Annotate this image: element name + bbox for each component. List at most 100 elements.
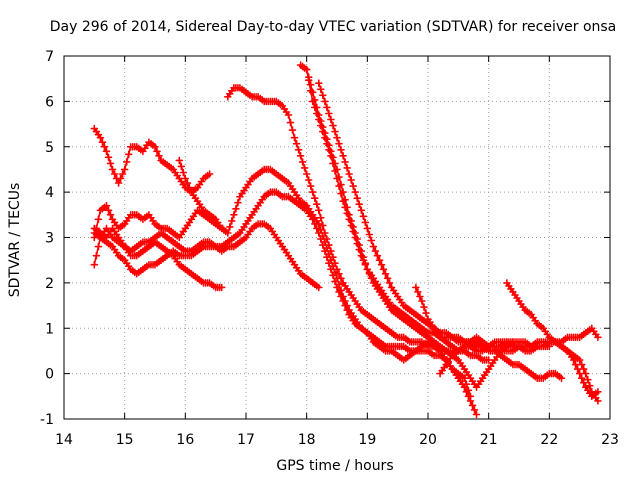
data-point-marker <box>102 201 111 210</box>
data-point-marker <box>106 159 115 168</box>
data-point-marker <box>183 179 192 187</box>
data-point-marker <box>118 170 127 178</box>
data-point-marker <box>329 121 337 130</box>
data-point-marker <box>300 164 309 172</box>
data-point-marker <box>343 301 351 310</box>
data-point-marker <box>155 152 163 160</box>
data-point-marker <box>319 123 327 131</box>
data-point-marker <box>313 224 321 233</box>
series-s13 <box>503 279 602 401</box>
data-point-marker <box>315 220 323 228</box>
data-point-marker <box>357 247 366 255</box>
y-tick-label: 1 <box>45 321 54 337</box>
data-point-marker <box>466 397 475 405</box>
x-tick-label: 18 <box>298 432 316 448</box>
data-point-marker <box>329 253 337 261</box>
data-point-marker <box>422 309 430 317</box>
x-tick-label: 14 <box>55 432 73 448</box>
data-point-marker <box>104 206 113 215</box>
data-point-marker <box>308 88 317 97</box>
data-point-marker <box>579 365 588 373</box>
data-point-marker <box>351 188 359 196</box>
data-point-marker <box>331 159 339 168</box>
data-point-marker <box>317 85 325 94</box>
data-point-marker <box>114 179 123 187</box>
series-s1 <box>90 124 214 196</box>
data-point-marker <box>288 126 297 134</box>
x-tick-label: 21 <box>480 432 498 448</box>
data-point-marker <box>351 229 359 237</box>
data-series-group <box>90 61 602 419</box>
data-point-marker <box>343 164 351 172</box>
data-point-marker <box>385 279 394 287</box>
x-axis-label: GPS time / hours <box>276 458 393 474</box>
data-point-marker <box>304 73 313 81</box>
data-point-marker <box>325 141 333 149</box>
data-point-marker <box>321 129 329 137</box>
data-point-marker <box>341 158 349 166</box>
y-tick-label: -1 <box>40 412 54 428</box>
data-point-marker <box>153 147 161 156</box>
data-point-marker <box>345 170 353 178</box>
data-point-marker <box>98 138 107 146</box>
data-point-marker <box>357 206 366 215</box>
data-point-marker <box>377 260 386 269</box>
data-point-marker <box>122 158 131 166</box>
data-point-marker <box>575 356 584 364</box>
data-point-marker <box>373 251 382 260</box>
data-point-marker <box>321 97 329 106</box>
data-point-marker <box>337 286 345 295</box>
data-point-marker <box>217 283 226 292</box>
data-point-marker <box>333 265 341 274</box>
data-point-marker <box>339 152 347 160</box>
data-point-marker <box>359 212 368 221</box>
data-point-marker <box>323 135 331 143</box>
data-point-marker <box>306 80 315 89</box>
data-point-marker <box>323 103 331 112</box>
data-point-marker <box>363 265 372 274</box>
x-axis: 14 15 16 17 18 19 20 21 22 23 <box>55 56 619 448</box>
data-point-marker <box>327 115 335 124</box>
series-line <box>227 87 551 352</box>
data-point-marker <box>92 251 101 260</box>
data-point-marker <box>335 173 343 181</box>
data-point-marker <box>349 182 357 190</box>
data-point-marker <box>290 133 299 142</box>
x-tick-label: 15 <box>116 432 134 448</box>
data-point-marker <box>185 183 194 192</box>
data-point-marker <box>333 133 341 142</box>
data-point-marker <box>302 65 311 74</box>
data-point-marker <box>102 147 111 156</box>
data-point-marker <box>177 162 186 171</box>
data-point-marker <box>462 388 471 396</box>
y-tick-label: 4 <box>45 185 54 201</box>
data-point-marker <box>90 260 99 269</box>
data-point-marker <box>361 218 370 227</box>
data-point-marker <box>468 401 477 410</box>
data-point-marker <box>321 229 329 237</box>
y-tick-label: 6 <box>45 94 54 110</box>
data-point-marker <box>341 297 349 305</box>
y-tick-label: 2 <box>45 276 54 292</box>
data-point-marker <box>571 360 580 369</box>
data-point-marker <box>313 200 321 208</box>
data-point-marker <box>345 211 353 219</box>
data-point-marker <box>230 211 238 219</box>
data-point-marker <box>302 170 311 178</box>
data-point-marker <box>284 111 293 119</box>
data-point-marker <box>313 103 321 112</box>
y-axis-label: SDTVAR / TECUs <box>7 183 23 298</box>
data-point-marker <box>363 224 372 233</box>
data-point-marker <box>569 356 578 364</box>
data-point-marker <box>294 146 303 154</box>
data-point-marker <box>224 229 232 237</box>
y-tick-label: 5 <box>45 140 54 156</box>
data-point-marker <box>416 292 424 301</box>
data-point-marker <box>341 195 349 204</box>
series-s11 <box>412 283 493 364</box>
data-point-marker <box>311 96 319 104</box>
data-point-marker <box>116 174 125 183</box>
x-tick-label: 23 <box>601 432 619 448</box>
data-point-marker <box>315 79 323 87</box>
